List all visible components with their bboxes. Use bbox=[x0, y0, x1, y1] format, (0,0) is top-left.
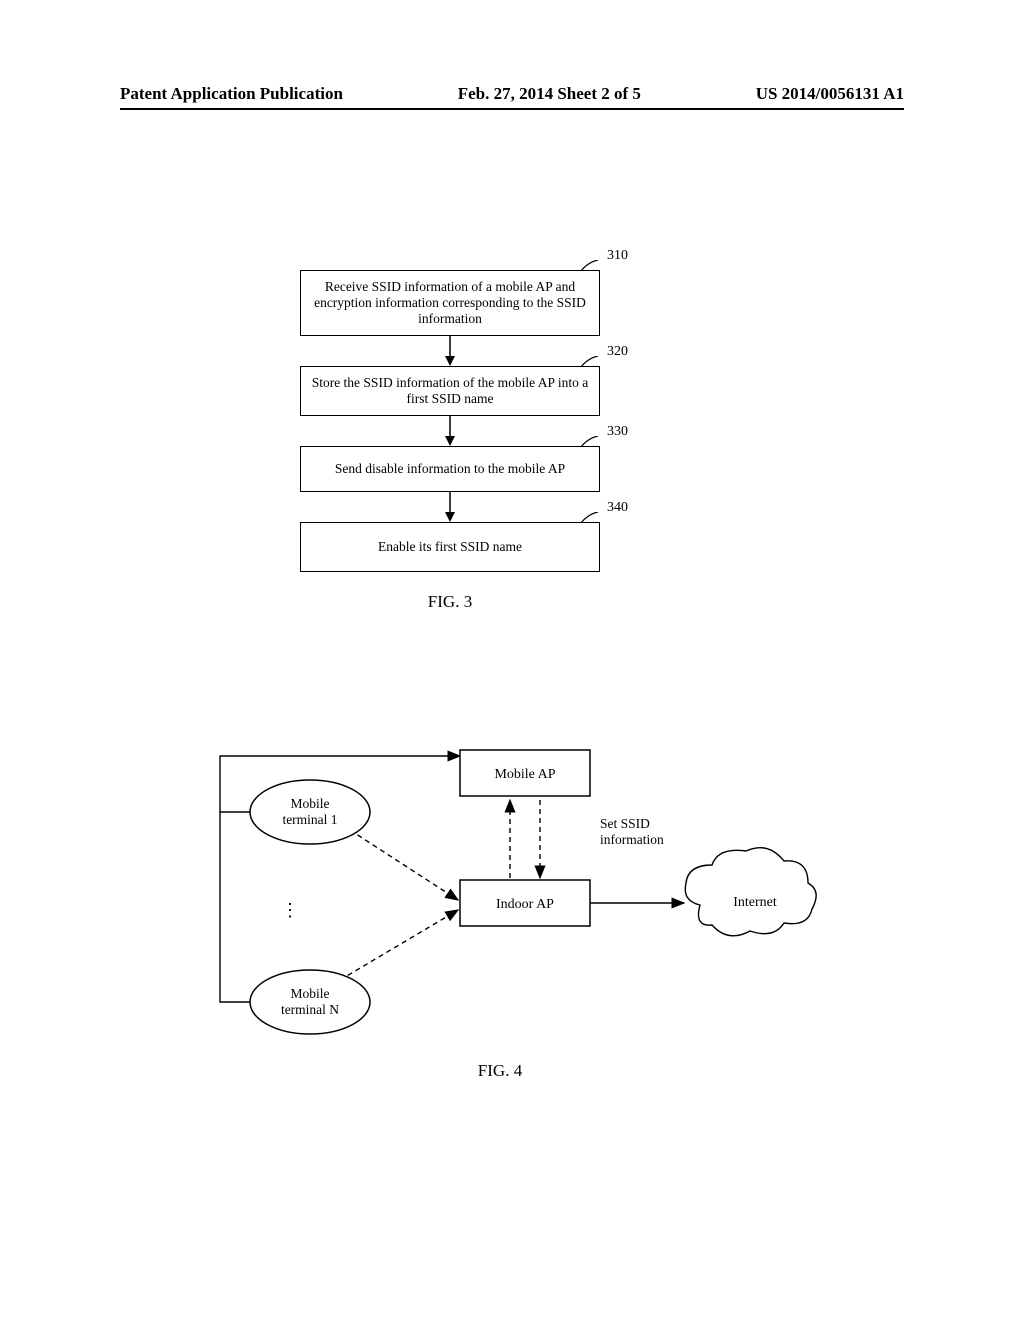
header-rule bbox=[120, 108, 904, 110]
set-ssid-label-1: Set SSID bbox=[600, 816, 650, 831]
fig4-diagram: Mobile AP Indoor AP Mobile terminal 1 ⋮ … bbox=[190, 750, 810, 1060]
flow-arrow-3 bbox=[300, 492, 600, 522]
header-center: Feb. 27, 2014 Sheet 2 of 5 bbox=[458, 84, 641, 104]
fig3-flowchart: 310 Receive SSID information of a mobile… bbox=[300, 270, 600, 612]
mtn-label-1: Mobile bbox=[291, 986, 330, 1001]
mt1-label-2: terminal 1 bbox=[282, 812, 337, 827]
ref-310: 310 bbox=[607, 248, 628, 264]
header-left: Patent Application Publication bbox=[120, 84, 343, 104]
edge-mt1-indoorap bbox=[350, 830, 458, 900]
header-right: US 2014/0056131 A1 bbox=[756, 84, 904, 104]
flow-arrow-1 bbox=[300, 336, 600, 366]
mobile-ap-label: Mobile AP bbox=[494, 767, 555, 782]
ref-320: 320 bbox=[607, 344, 628, 360]
flow-box-340: Enable its first SSID name bbox=[300, 522, 600, 572]
ref-340: 340 bbox=[607, 500, 628, 516]
edge-mtn-indoorap bbox=[340, 910, 458, 980]
edge-mt1-mtn-frame bbox=[220, 812, 250, 1002]
flow-box-310: Receive SSID information of a mobile AP … bbox=[300, 270, 600, 336]
mt1-label-1: Mobile bbox=[291, 796, 330, 811]
fig4-caption: FIG. 4 bbox=[190, 1061, 810, 1081]
flow-arrow-2 bbox=[300, 416, 600, 446]
flow-box-320: Store the SSID information of the mobile… bbox=[300, 366, 600, 416]
fig3-caption: FIG. 3 bbox=[300, 592, 600, 612]
indoor-ap-label: Indoor AP bbox=[496, 897, 554, 912]
internet-cloud bbox=[685, 848, 816, 936]
mtn-label-2: terminal N bbox=[281, 1002, 339, 1017]
set-ssid-label-2: information bbox=[600, 832, 664, 847]
flow-box-330: Send disable information to the mobile A… bbox=[300, 446, 600, 492]
header-row: Patent Application Publication Feb. 27, … bbox=[120, 84, 904, 104]
internet-label: Internet bbox=[733, 895, 777, 910]
vdots: ⋮ bbox=[281, 900, 299, 920]
ref-330: 330 bbox=[607, 424, 628, 440]
